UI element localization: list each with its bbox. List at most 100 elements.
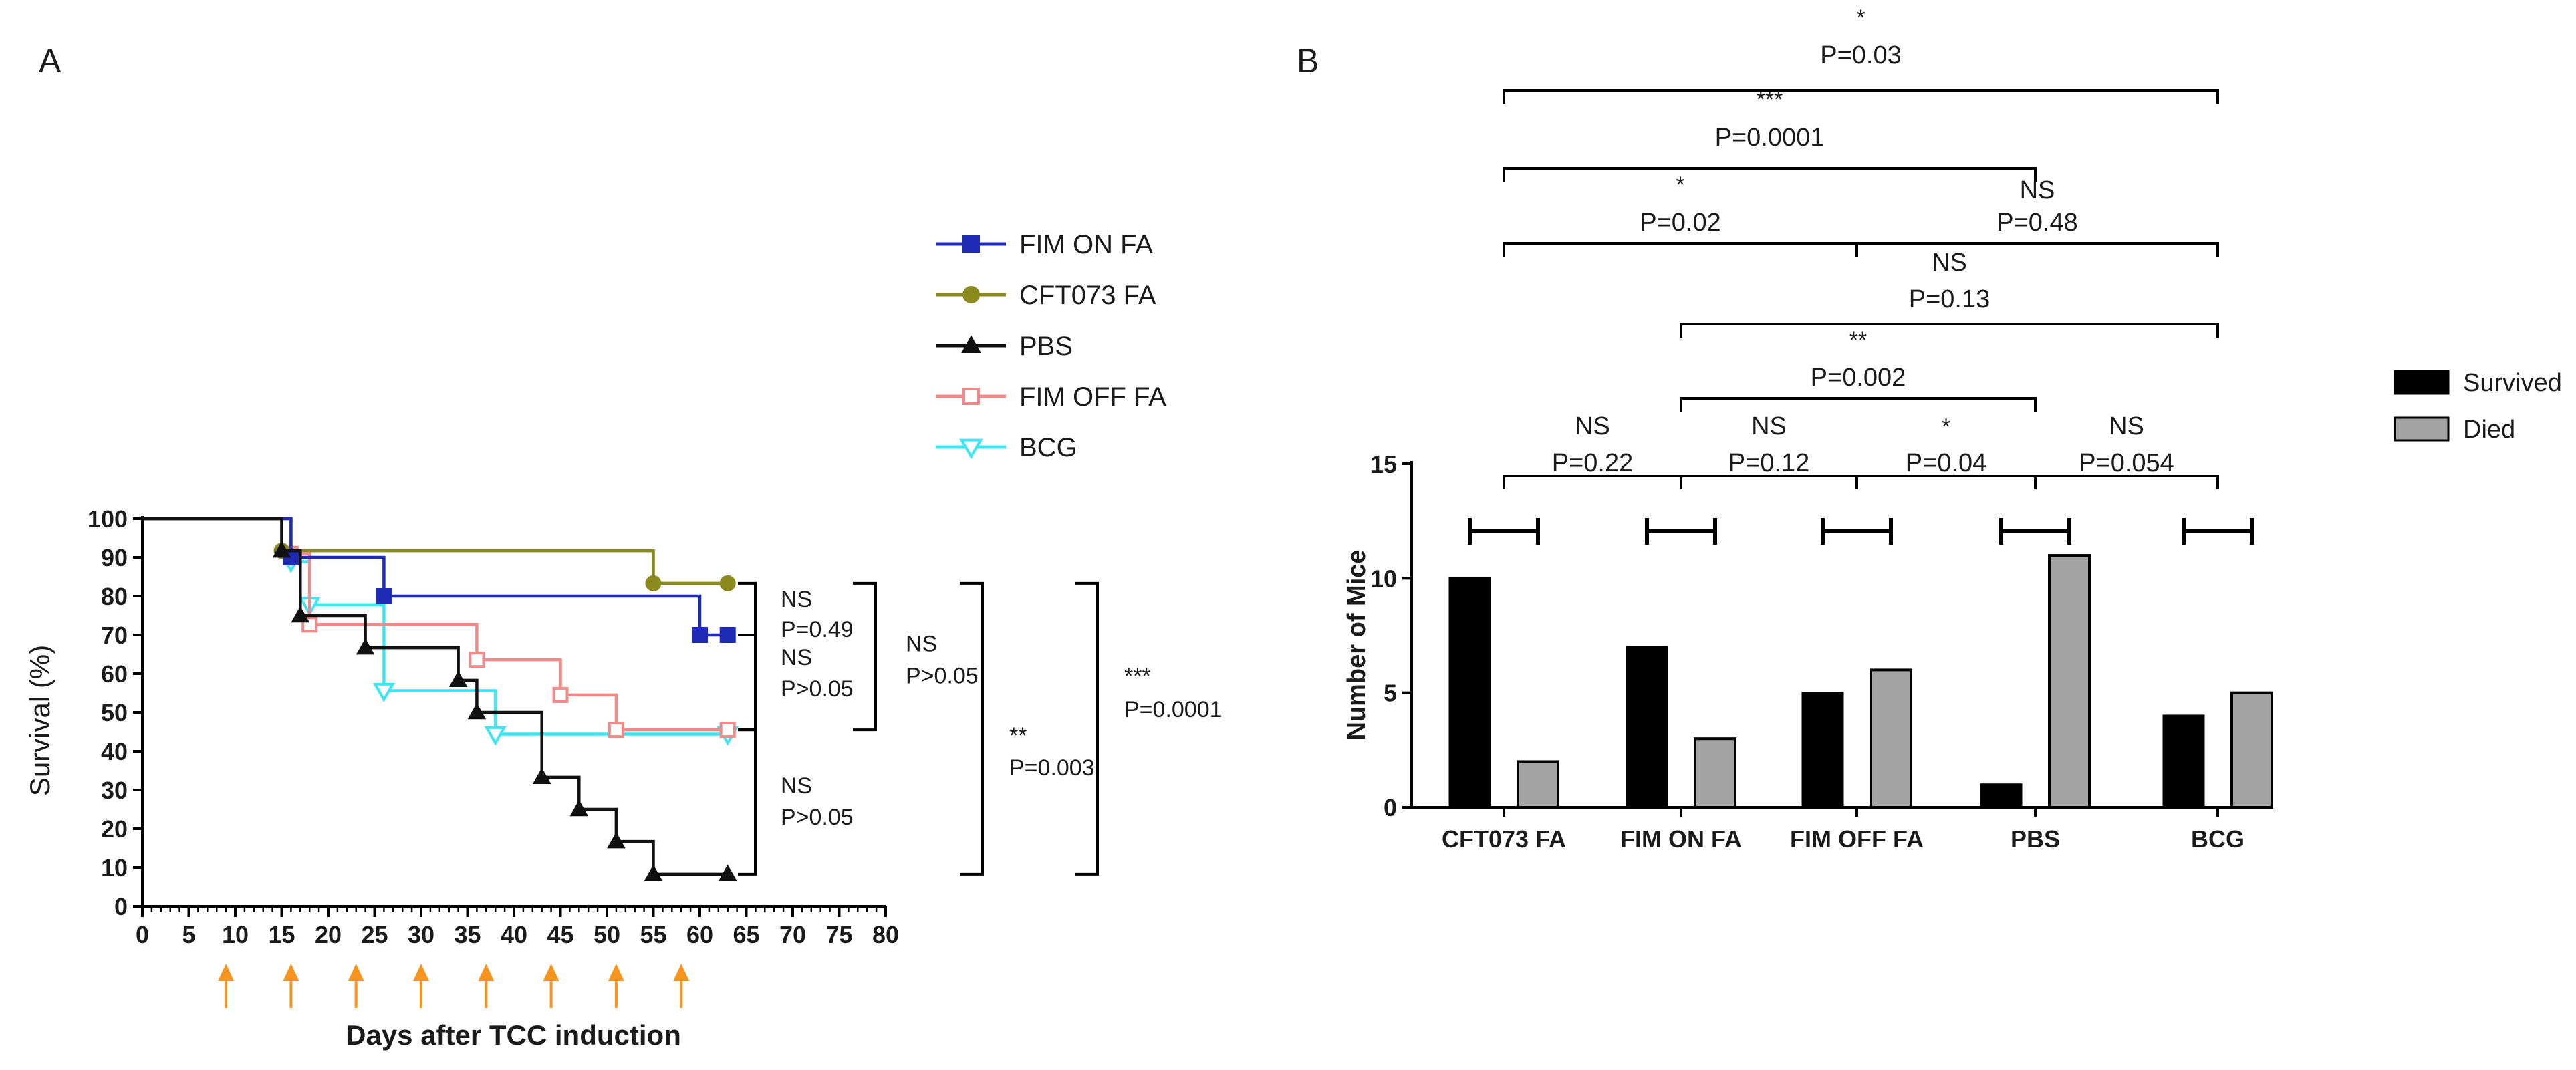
comparison-bracket bbox=[1855, 475, 2037, 489]
circle-marker bbox=[719, 575, 736, 591]
y-tick-label: 100 bbox=[88, 505, 128, 533]
y-tick-label: 20 bbox=[101, 815, 128, 843]
open-square-marker bbox=[469, 652, 485, 668]
survival-bracket bbox=[738, 581, 757, 636]
x-tick-label: 0 bbox=[136, 921, 149, 948]
y-tick-label: 80 bbox=[101, 583, 128, 610]
survival-bracket bbox=[1075, 581, 1099, 876]
comparison-bracket bbox=[2034, 475, 2219, 489]
bracket-p-value: P>0.05 bbox=[781, 805, 854, 830]
survival-axes: 0 10 20 30 40 50 60 70 80 90 100 0 5 10 15 20 25 30 35 40 45… bbox=[88, 505, 899, 948]
bar-legend: Survived Died bbox=[2394, 369, 2562, 444]
comparison-bracket bbox=[1503, 475, 1682, 489]
comparison-stars: NS bbox=[1751, 412, 1787, 440]
survival-y-axis-label: Survival (%) bbox=[24, 645, 55, 796]
x-tick-label: 60 bbox=[686, 921, 713, 948]
legend-label-pbs: PBS bbox=[1019, 331, 1073, 361]
legend-label-fim_on: FIM ON FA bbox=[1019, 230, 1153, 259]
comparison-stars: * bbox=[1942, 414, 1950, 440]
treatment-arrow-head bbox=[608, 964, 624, 981]
open-square-marker bbox=[608, 722, 624, 739]
bar-y-axis-label: Number of Mice bbox=[1343, 549, 1371, 740]
triangle-marker bbox=[467, 702, 487, 720]
comparison-p-value: P=0.002 bbox=[1811, 364, 1906, 392]
comparison-stars: NS bbox=[2109, 412, 2144, 440]
bar-category-label: FIM ON FA bbox=[1620, 825, 1742, 853]
bracket-stars: ** bbox=[1009, 723, 1027, 749]
y-tick-label: 60 bbox=[101, 660, 128, 688]
open-square-marker bbox=[962, 388, 980, 405]
open-square-marker bbox=[719, 722, 736, 739]
treatment-arrow-head bbox=[673, 964, 690, 981]
comparison-stars: NS bbox=[1575, 412, 1610, 440]
survival-bracket bbox=[853, 581, 877, 732]
x-tick-label: 75 bbox=[825, 921, 852, 948]
x-tick-label: 30 bbox=[408, 921, 434, 948]
x-tick-label: 65 bbox=[733, 921, 759, 948]
treatment-arrow-head bbox=[543, 964, 559, 981]
y-tick-label: 30 bbox=[101, 777, 128, 804]
open-square-marker bbox=[552, 686, 569, 703]
x-tick-label: 80 bbox=[872, 921, 899, 948]
legend-swatch-survived bbox=[2394, 370, 2450, 395]
comparison-bracket bbox=[1855, 242, 2219, 257]
survival-bracket bbox=[738, 634, 757, 732]
bracket-stars: NS bbox=[781, 587, 812, 612]
comparison-p-value: P=0.12 bbox=[1728, 449, 1810, 477]
x-tick-label: 15 bbox=[268, 921, 295, 948]
bracket-stars: NS bbox=[781, 645, 812, 670]
treatment-arrow-head bbox=[283, 964, 299, 981]
panel-a-label: A bbox=[39, 42, 61, 80]
comparison-p-value: P=0.0001 bbox=[1715, 124, 1825, 152]
comparison-p-value: P=0.03 bbox=[1820, 41, 1902, 70]
open-triangle-down-marker bbox=[959, 438, 983, 460]
triangle-marker bbox=[532, 767, 551, 785]
bar-died bbox=[1694, 737, 1736, 809]
y-tick-label: 70 bbox=[101, 622, 128, 649]
bar-category-label: CFT073 FA bbox=[1442, 825, 1566, 853]
bracket-stars: NS bbox=[906, 631, 937, 656]
bar-significance-brackets: *P=0.03***P=0.0001*P=0.02NSP=0.48NSP=0.1… bbox=[1503, 5, 2219, 489]
comparison-stars: *** bbox=[1757, 87, 1783, 112]
comparison-bracket bbox=[1503, 89, 2219, 104]
legend-label-died: Died bbox=[2463, 416, 2515, 444]
survival-significance-brackets: NS P=0.49 NS P>0.05 NS P>0.05 NS P>0.05 ** P=0.00… bbox=[738, 581, 1222, 876]
bracket-p-value: P>0.05 bbox=[781, 676, 854, 702]
y-tick-label: 0 bbox=[114, 893, 128, 920]
open-triangle-down-marker bbox=[372, 682, 396, 702]
circle-marker bbox=[645, 575, 662, 591]
bracket-p-value: P>0.05 bbox=[906, 663, 979, 688]
square-marker bbox=[376, 588, 392, 604]
treatment-arrow-head bbox=[478, 964, 495, 981]
legend-label-bcg: BCG bbox=[1019, 433, 1077, 462]
legend-label-cft073: CFT073 FA bbox=[1019, 281, 1156, 310]
circle-marker bbox=[962, 286, 980, 303]
triangle-marker bbox=[272, 541, 291, 558]
bracket-p-value: P=0.0001 bbox=[1124, 697, 1222, 722]
triangle-marker bbox=[718, 864, 737, 882]
series-line-pbs bbox=[142, 517, 728, 876]
survival-chart: 0 10 20 30 40 50 60 70 80 90 100 0 5 10 15 20 25 30 35 40 45… bbox=[24, 230, 1222, 1051]
triangle-marker bbox=[961, 335, 981, 354]
mice-bar-chart: 0 5 10 15 CFT073 FA FIM ON FA FIM OFF FA PBS BCG… bbox=[1343, 5, 2562, 853]
x-tick-label: 20 bbox=[315, 921, 342, 948]
bar-survived bbox=[1801, 692, 1844, 809]
bar-survived bbox=[1980, 783, 2023, 809]
legend-swatch-died bbox=[2394, 416, 2450, 442]
bar-died bbox=[2230, 691, 2273, 809]
triangle-marker bbox=[607, 831, 626, 849]
x-tick-label: 5 bbox=[182, 921, 195, 948]
bar-category-label: BCG bbox=[2191, 825, 2244, 853]
square-marker bbox=[692, 627, 708, 643]
open-triangle-down-marker bbox=[484, 726, 507, 746]
panel-b-label: B bbox=[1297, 42, 1319, 80]
series-line-cft073 bbox=[142, 517, 728, 585]
bar-y-tick-label: 15 bbox=[1370, 450, 1397, 478]
x-tick-label: 40 bbox=[501, 921, 527, 948]
y-tick-label: 10 bbox=[101, 854, 128, 882]
y-tick-label: 40 bbox=[101, 738, 128, 765]
comparison-bracket bbox=[1680, 323, 2219, 338]
bracket-p-value: P=0.49 bbox=[781, 617, 854, 642]
triangle-marker bbox=[569, 799, 589, 817]
treatment-arrows bbox=[218, 964, 690, 1008]
